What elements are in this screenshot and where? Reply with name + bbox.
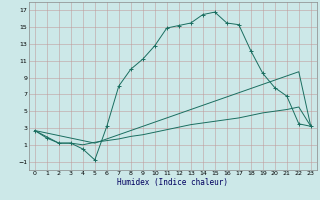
- X-axis label: Humidex (Indice chaleur): Humidex (Indice chaleur): [117, 178, 228, 187]
